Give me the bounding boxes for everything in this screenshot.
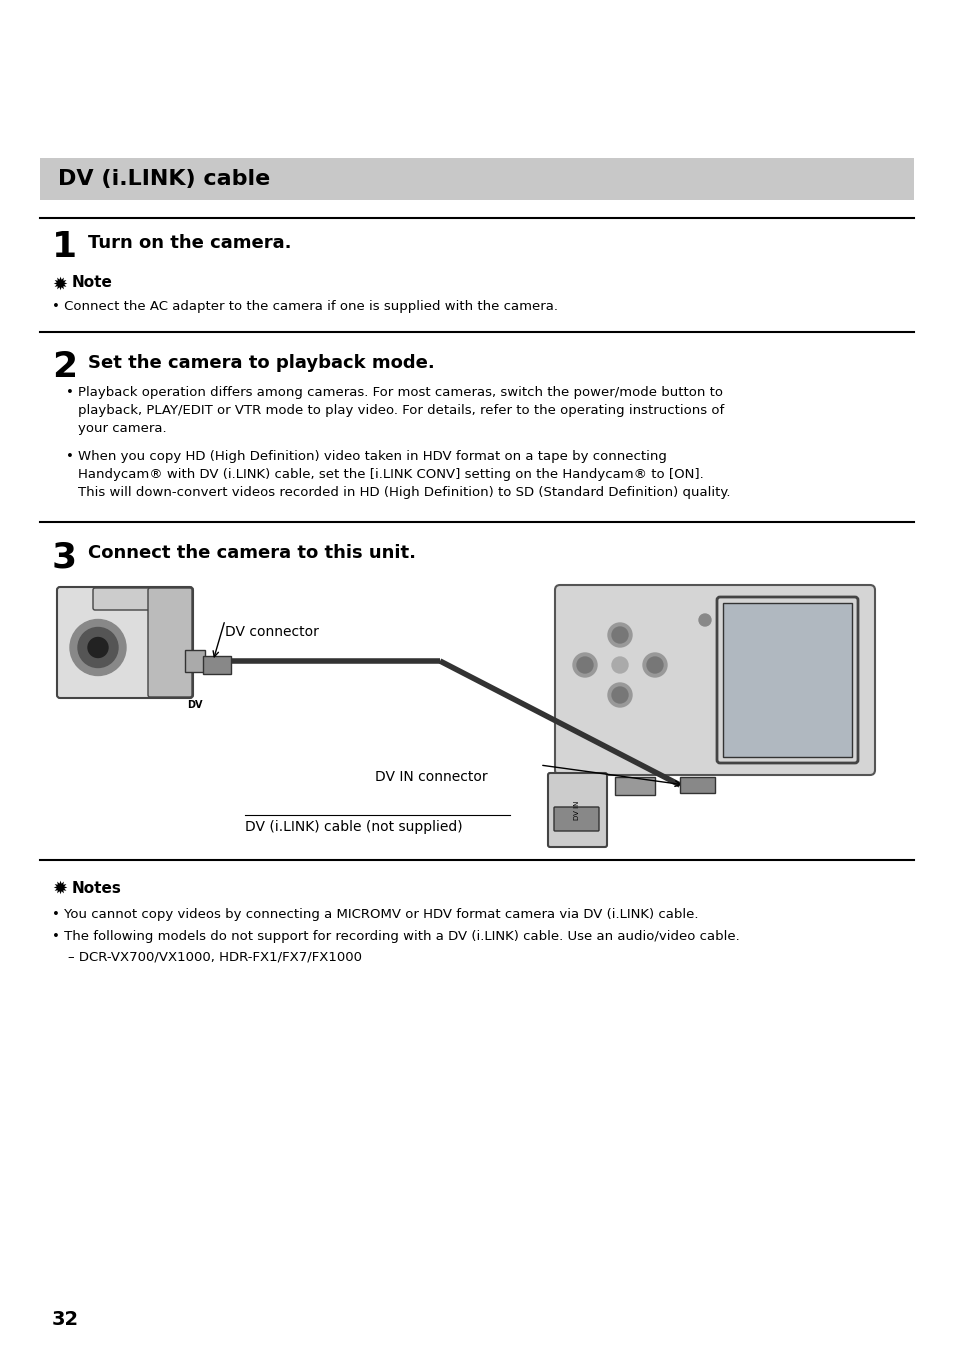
Circle shape [642, 653, 666, 677]
Text: • The following models do not support for recording with a DV (i.LINK) cable. Us: • The following models do not support fo… [52, 930, 739, 943]
Circle shape [612, 627, 627, 643]
Text: playback, PLAY/EDIT or VTR mode to play video. For details, refer to the operati: playback, PLAY/EDIT or VTR mode to play … [78, 404, 723, 417]
Text: • Connect the AC adapter to the camera if one is supplied with the camera.: • Connect the AC adapter to the camera i… [52, 300, 558, 313]
Circle shape [88, 638, 108, 658]
Text: – DCR-VX700/VX1000, HDR-FX1/FX7/FX1000: – DCR-VX700/VX1000, HDR-FX1/FX7/FX1000 [68, 950, 361, 963]
Circle shape [577, 657, 593, 673]
Circle shape [573, 653, 597, 677]
Text: 1: 1 [52, 229, 77, 265]
Text: •: • [66, 451, 73, 463]
Text: •: • [66, 385, 73, 399]
Text: • You cannot copy videos by connecting a MICROMV or HDV format camera via DV (i.: • You cannot copy videos by connecting a… [52, 908, 698, 921]
Circle shape [70, 620, 126, 676]
Bar [185, 650, 205, 672]
Text: Playback operation differs among cameras. For most cameras, switch the power/mod: Playback operation differs among cameras… [78, 385, 722, 399]
FancyBboxPatch shape [547, 773, 606, 847]
Circle shape [646, 657, 662, 673]
Circle shape [699, 613, 710, 626]
FancyBboxPatch shape [203, 655, 231, 674]
Text: DV: DV [187, 700, 203, 710]
Text: Turn on the camera.: Turn on the camera. [88, 233, 292, 252]
Text: DV (i.LINK) cable: DV (i.LINK) cable [58, 170, 270, 189]
Text: This will down-convert videos recorded in HD (High Definition) to SD (Standard D: This will down-convert videos recorded i… [78, 486, 730, 499]
FancyBboxPatch shape [555, 585, 874, 775]
Circle shape [607, 623, 631, 647]
FancyBboxPatch shape [615, 778, 655, 795]
FancyBboxPatch shape [148, 588, 192, 697]
Text: DV connector: DV connector [225, 626, 318, 639]
Circle shape [78, 627, 118, 668]
Text: ✹: ✹ [52, 275, 67, 294]
Text: ✹: ✹ [52, 879, 67, 898]
Bar [40, 157, 913, 199]
Circle shape [607, 683, 631, 707]
Text: 2: 2 [52, 350, 77, 384]
FancyBboxPatch shape [679, 778, 714, 792]
Text: Note: Note [71, 275, 112, 290]
Text: Set the camera to playback mode.: Set the camera to playback mode. [88, 354, 435, 372]
Text: DV IN: DV IN [574, 801, 579, 820]
Text: your camera.: your camera. [78, 422, 167, 436]
FancyBboxPatch shape [722, 603, 851, 757]
Text: DV IN connector: DV IN connector [375, 769, 487, 784]
Circle shape [612, 687, 627, 703]
Text: 3: 3 [52, 540, 77, 574]
Text: Handycam® with DV (i.LINK) cable, set the [i.LINK CONV] setting on the Handycam®: Handycam® with DV (i.LINK) cable, set th… [78, 468, 703, 480]
FancyBboxPatch shape [57, 588, 193, 697]
Text: When you copy HD (High Definition) video taken in HDV format on a tape by connec: When you copy HD (High Definition) video… [78, 451, 666, 463]
Text: Connect the camera to this unit.: Connect the camera to this unit. [88, 544, 416, 562]
Text: Notes: Notes [71, 881, 122, 896]
FancyBboxPatch shape [92, 588, 162, 611]
Text: 32: 32 [52, 1310, 79, 1329]
Circle shape [612, 657, 627, 673]
Text: DV (i.LINK) cable (not supplied): DV (i.LINK) cable (not supplied) [245, 820, 462, 835]
FancyBboxPatch shape [554, 807, 598, 830]
